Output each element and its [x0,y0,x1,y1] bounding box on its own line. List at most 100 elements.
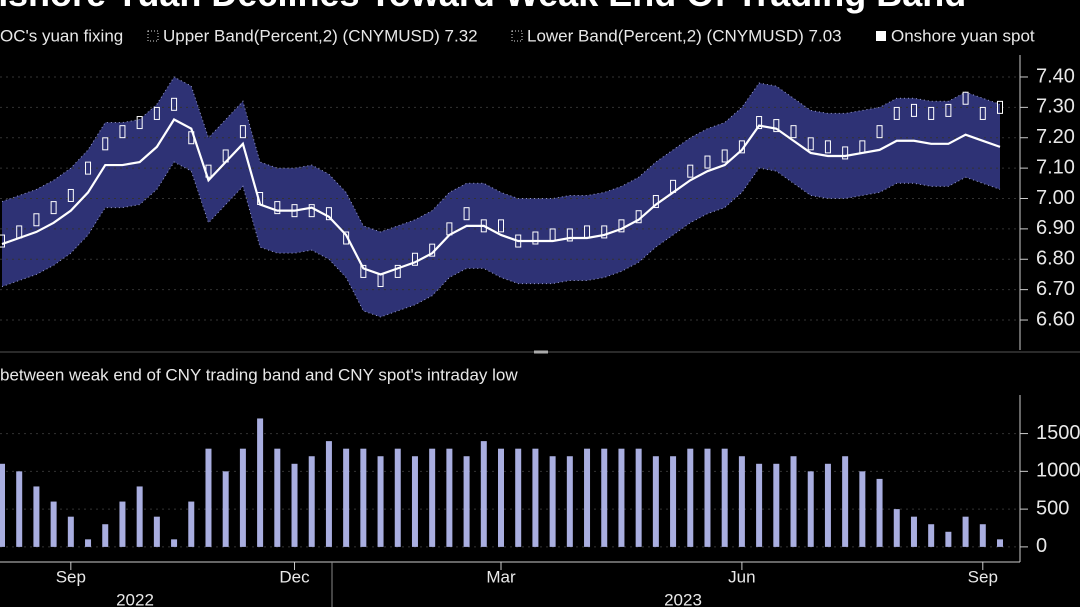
spot-candle [997,100,1003,114]
bar [773,463,780,547]
spot-candle [274,201,281,215]
y-tick-label: 6.60 [1036,308,1075,330]
spot-candle [945,103,952,117]
spot-candle [910,103,917,117]
legend-label: Onshore yuan spot [891,26,1035,45]
bar [360,448,367,547]
bar [842,456,849,547]
bar [962,516,969,547]
bar [325,441,332,547]
bar [928,524,935,547]
x-tick-label: Sep [968,567,998,586]
spot-candle [721,149,728,163]
y-tick-label: 7.30 [1036,96,1075,118]
bar [601,448,608,547]
legend-label: OC's yuan fixing [0,26,123,45]
bar [721,448,728,547]
bar [635,448,642,547]
y-tick-label: 500 [1036,497,1069,519]
spot-candle [102,137,109,151]
bar [222,471,229,547]
spot-candle [618,219,625,233]
bar [652,456,659,547]
y-tick-label: 6.80 [1036,248,1075,270]
bar [790,456,797,547]
spot-candle [325,207,332,221]
bar [756,463,763,547]
bar [85,539,92,547]
spot-candle [119,125,126,139]
bar [0,463,5,547]
spot-candle [928,106,935,120]
bar [997,539,1003,547]
legend-marker [511,30,523,42]
spot-candle [498,219,504,233]
bar [33,486,40,547]
y-tick-label: 7.00 [1036,187,1075,209]
bar [687,448,694,547]
bar [239,448,246,547]
spot-candle [239,125,246,139]
panel-title: between weak end of CNY trading band and… [0,365,518,384]
bar [377,456,384,547]
bar [429,448,436,547]
bar [532,448,539,547]
legend-marker [147,30,159,42]
spot-candle [773,119,780,133]
bar [704,448,711,547]
y-tick-label: 1000 [1036,460,1080,482]
spot-candle [807,137,814,151]
spot-candle [601,225,608,239]
legend-label: Upper Band(Percent,2) (CNYMUSD) 7.32 [163,26,478,45]
spot-candle [566,228,573,242]
y-tick-label: 7.20 [1036,126,1075,148]
bar [549,456,556,547]
spot-candle [360,264,367,278]
bar [205,448,212,547]
y-tick-label: 7.40 [1036,65,1075,87]
bar [738,456,745,547]
spot-candle [33,213,40,227]
bar [102,524,109,547]
bar [119,501,126,547]
spot-candle [153,106,160,120]
bar [274,448,281,547]
bar [515,448,522,547]
spot-candle [876,125,883,139]
spot-candle [962,91,969,105]
bar [566,456,573,547]
spot-candle [893,106,900,120]
chart-title: nshore Yuan Declines Toward Weak End Of … [0,0,966,14]
y-tick-label: 0 [1036,535,1047,557]
bar [67,516,74,547]
bar [308,456,315,547]
bar [859,471,866,547]
bar [291,463,298,547]
bar [257,418,264,547]
bar [446,448,453,547]
legend-marker [876,31,886,41]
spot-candle [704,155,711,169]
bar [893,509,900,547]
legend-label: Lower Band(Percent,2) (CNYMUSD) 7.03 [527,26,842,45]
y-tick-label: 6.70 [1036,278,1075,300]
bar [480,441,487,547]
y-tick-label: 1500 [1036,422,1080,444]
bar [670,456,677,547]
x-tick-label: Mar [486,567,516,586]
bar [343,448,350,547]
spot-candle [171,97,178,111]
spot-candle [308,204,315,218]
bar [411,456,418,547]
bar [945,531,952,547]
fixing-line [1,118,1001,276]
spot-candle [394,264,401,278]
y-tick-label: 6.90 [1036,217,1075,239]
bar [463,456,470,547]
spot-candle [687,164,694,178]
year-label: 2023 [664,590,702,607]
bar [910,516,917,547]
bar [188,501,195,547]
